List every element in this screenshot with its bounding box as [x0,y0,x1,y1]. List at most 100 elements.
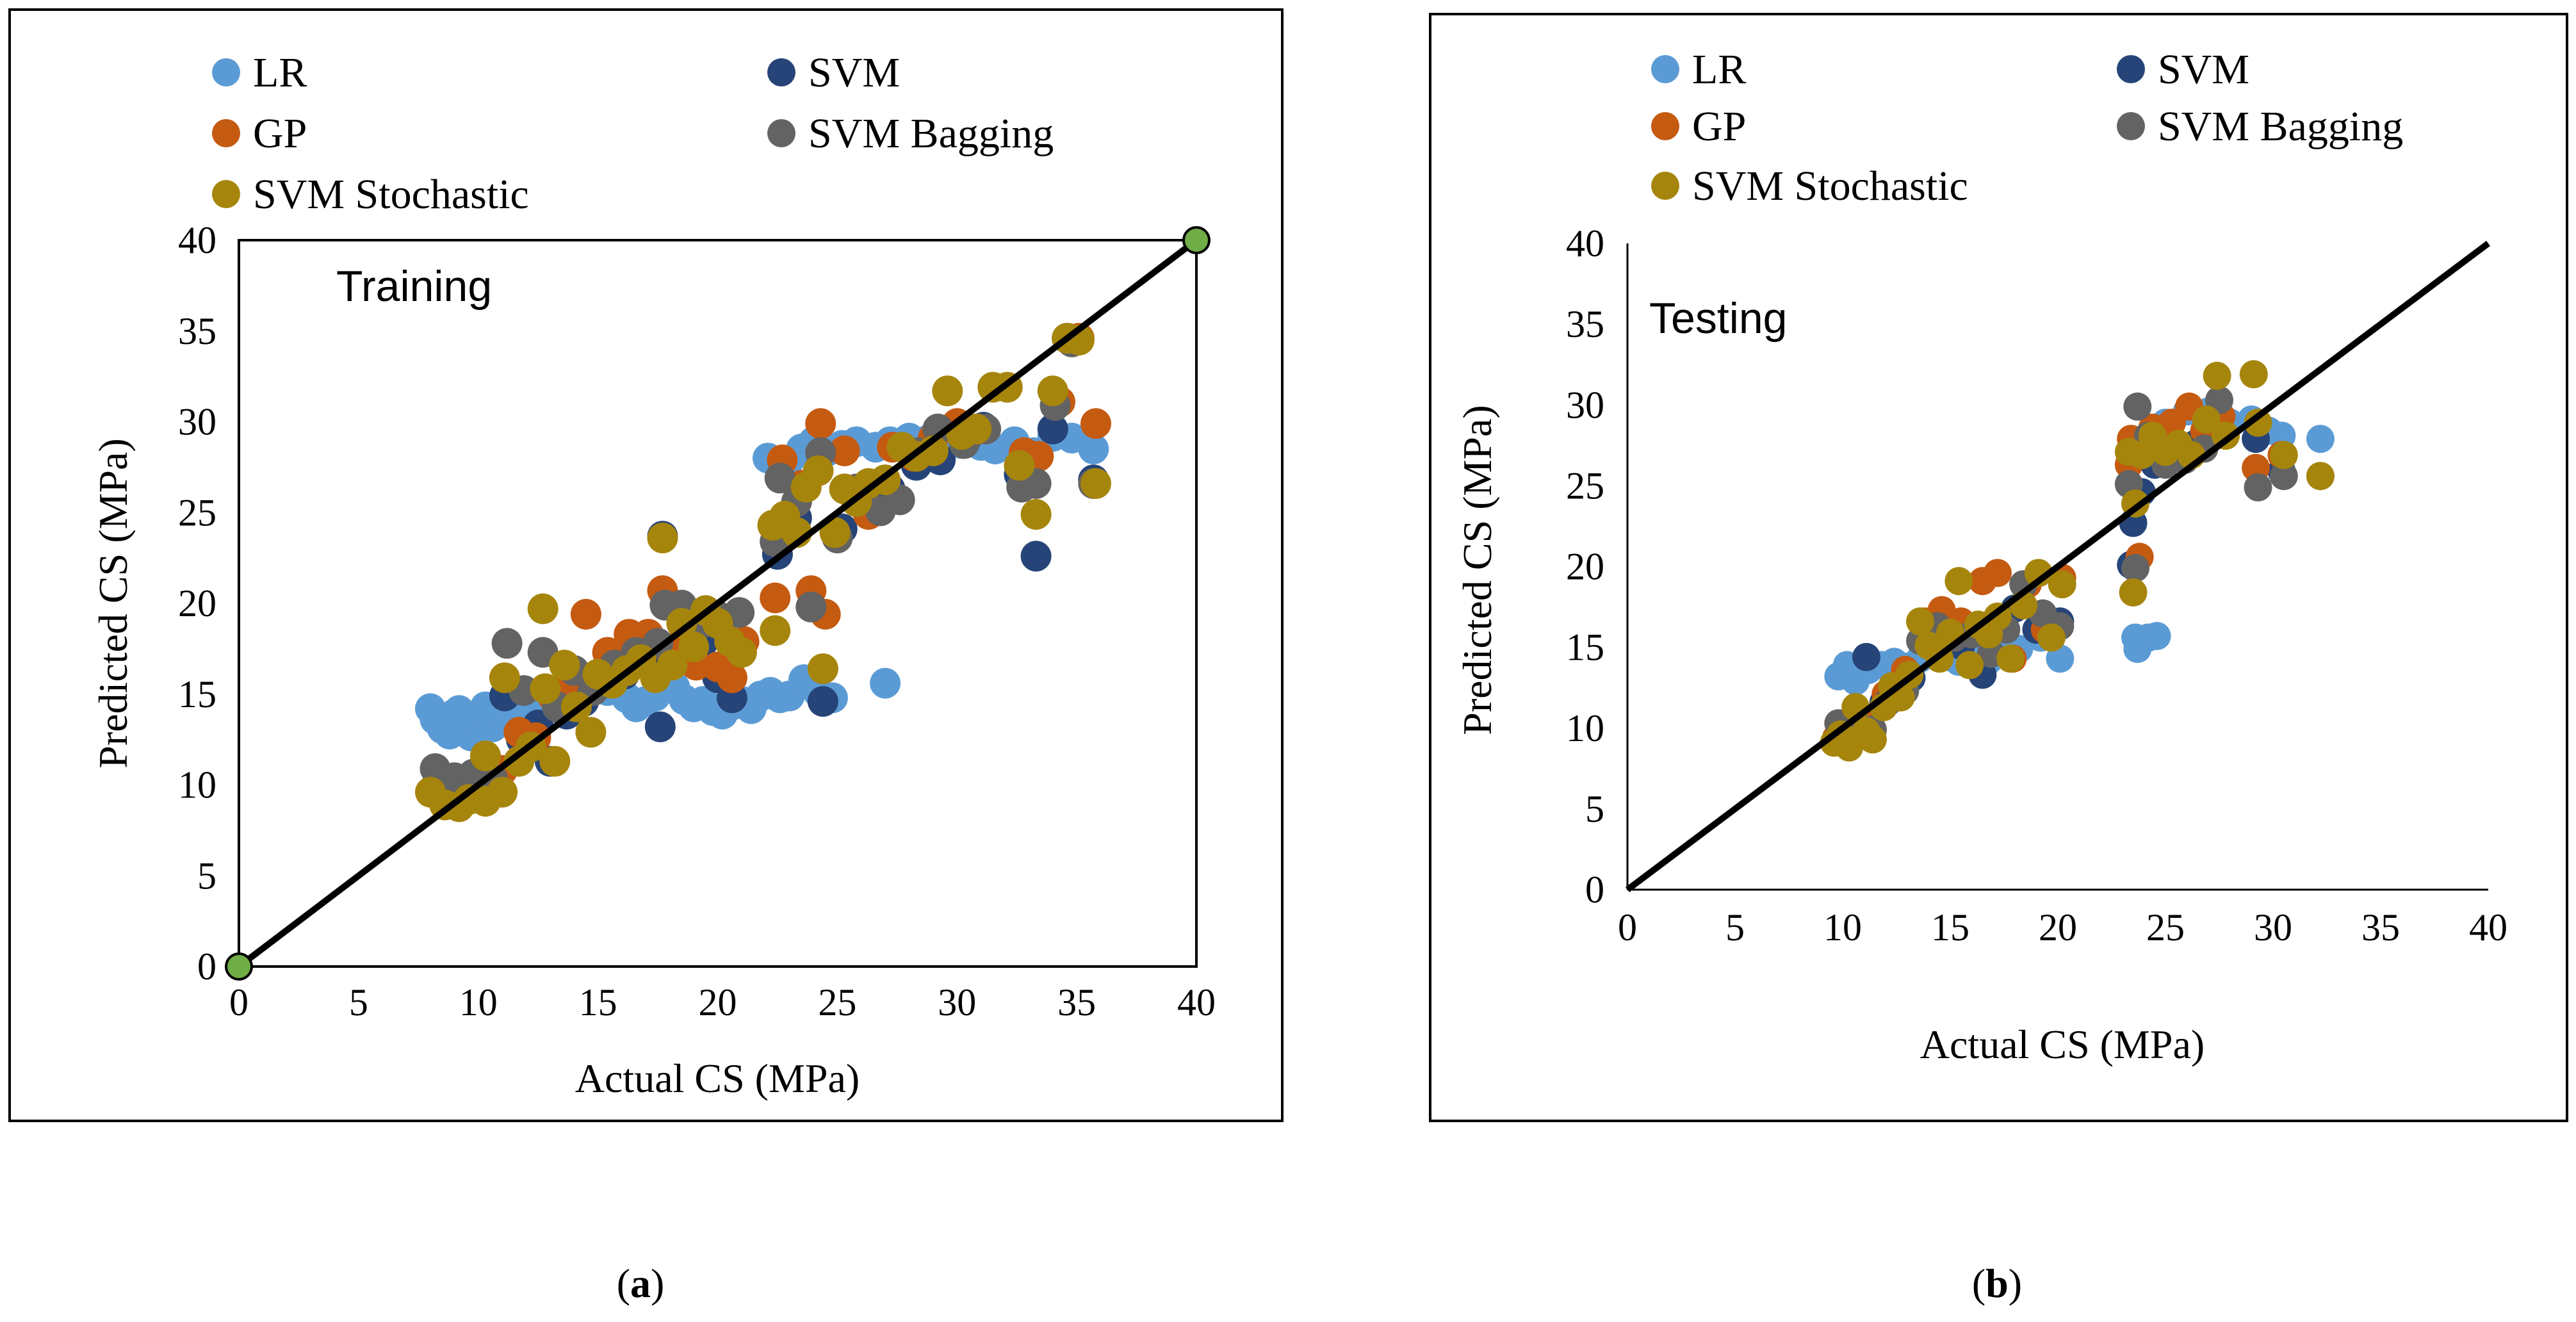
panel-caption-a: (a) [617,1261,665,1306]
data-point-svm-stochastic [726,637,757,668]
data-point-gp [760,582,791,614]
data-point-svm-bagging [2244,473,2272,502]
data-point-svm-stochastic [656,649,688,681]
y-tick-label: 20 [178,582,216,624]
legend: LR SVM GP SVM Bagging SVM Stochastic [212,49,1054,218]
data-point-svm-stochastic [530,673,561,705]
data-point-svm-bagging [2121,554,2149,582]
y-tick-label: 15 [178,673,216,715]
data-point-svm-stochastic [2037,623,2066,652]
line-endpoint-marker [225,952,253,981]
data-point-svm [1852,642,1880,671]
data-point-svm-stochastic [539,746,571,777]
scatter-points [1820,360,2335,762]
y-tick-label: 40 [1566,222,1604,265]
chart-annotation: Training [336,262,492,311]
legend-item-lr: LR [212,49,307,96]
data-point-svm [644,711,676,742]
legend-marker [212,58,240,86]
legend-label: SVM [808,49,900,96]
tick-labels: 0 5 10 15 20 25 30 35 40 0 5 10 15 20 25 30 35 40 [1566,222,2507,949]
data-point-svm-bagging [491,628,523,659]
x-tick-label: 5 [349,981,368,1024]
data-point-gp [1080,408,1111,439]
y-tick-label: 30 [1566,384,1604,426]
data-point-svm-stochastic [487,776,518,808]
data-point-gp [716,662,747,694]
legend-item-svm-bagging: SVM Bagging [767,110,1054,157]
y-tick-label: 0 [1585,869,1604,911]
data-point-svm-stochastic [470,740,501,772]
caption-letter-a: a [630,1261,651,1306]
data-point-svm-stochastic [2203,361,2231,390]
x-tick-label: 35 [2361,906,2400,949]
chart-panel-training: LR SVM GP SVM Bagging SVM Stochastic 0 5 10 15 2… [8,8,1284,1122]
reference-line [225,226,1211,981]
legend-label: LR [253,49,307,96]
data-point-svm-stochastic [549,649,580,681]
y-tick-label: 25 [178,491,216,534]
x-tick-label: 10 [1823,906,1862,949]
chart-panel-testing: LR SVM GP SVM Bagging SVM Stochastic 0 5 10 15 2… [1429,13,2568,1122]
legend-label: GP [253,110,307,157]
data-point-svm-stochastic [760,615,791,646]
y-tick-label: 35 [178,310,216,352]
x-tick-label: 40 [2469,906,2507,949]
legend-marker [767,58,795,86]
y-tick-label: 20 [1566,546,1604,588]
data-point-svm-stochastic [2306,462,2335,491]
data-point-svm-stochastic [1944,567,1973,596]
data-point-svm [1020,541,1052,572]
x-tick-label: 5 [1725,906,1745,949]
data-point-svm-bagging [764,462,795,494]
legend-marker [1651,55,1679,83]
data-point-svm-stochastic [2048,570,2076,599]
legend-item-svm-stochastic: SVM Stochastic [1651,163,1968,209]
data-point-svm-stochastic [961,413,992,445]
legend-label: LR [1692,46,1746,93]
data-point-gp [570,599,601,630]
x-axis-title: Actual CS (MPa) [575,1056,860,1101]
data-point-svm-stochastic [819,517,851,548]
data-point-svm-stochastic [1996,644,2025,673]
legend-item-svm: SVM [767,49,900,96]
legend-item-svm-stochastic: SVM Stochastic [212,171,529,218]
legend-marker [1651,172,1679,200]
y-tick-label: 15 [1566,626,1604,669]
data-point-svm-stochastic [1020,499,1052,530]
data-point-svm-stochastic [575,717,607,748]
legend-item-svm: SVM [2117,46,2249,93]
legend: LR SVM GP SVM Bagging SVM Stochastic [1651,46,2403,209]
y-tick-label: 0 [197,945,216,988]
y-tick-label: 5 [1585,788,1604,830]
line-endpoint-marker [1182,226,1211,254]
legend-label: GP [1692,103,1746,150]
data-point-svm-stochastic [2239,360,2268,389]
legend-marker [2117,112,2145,140]
x-tick-label: 30 [938,981,976,1024]
legend-label: SVM Bagging [808,110,1054,157]
x-tick-label: 15 [579,981,617,1024]
legend-label: SVM [2158,46,2249,93]
data-point-gp [1983,559,2012,587]
data-point-svm-stochastic [932,375,963,407]
legend-item-gp: GP [1651,103,1746,150]
plot-area-frame [238,239,1198,968]
reference-line [1625,241,2491,892]
data-point-svm-stochastic [1004,450,1035,481]
legend-label: SVM Stochastic [253,171,529,218]
data-point-svm-stochastic [1859,725,1887,754]
x-tick-label: 20 [699,981,737,1024]
x-tick-label: 30 [2254,906,2292,949]
data-point-svm-stochastic [2269,441,2298,469]
identity-line [236,238,1199,969]
data-point-svm-stochastic [647,522,678,553]
data-point-svm-stochastic [1906,607,1934,636]
data-point-svm-stochastic [1080,468,1111,499]
data-point-svm-stochastic [2024,559,2053,587]
legend-item-gp: GP [212,110,307,157]
data-point-svm-bagging [2123,392,2152,421]
data-point-svm-stochastic [1037,375,1068,407]
legend-item-svm-bagging: SVM Bagging [2117,103,2403,150]
